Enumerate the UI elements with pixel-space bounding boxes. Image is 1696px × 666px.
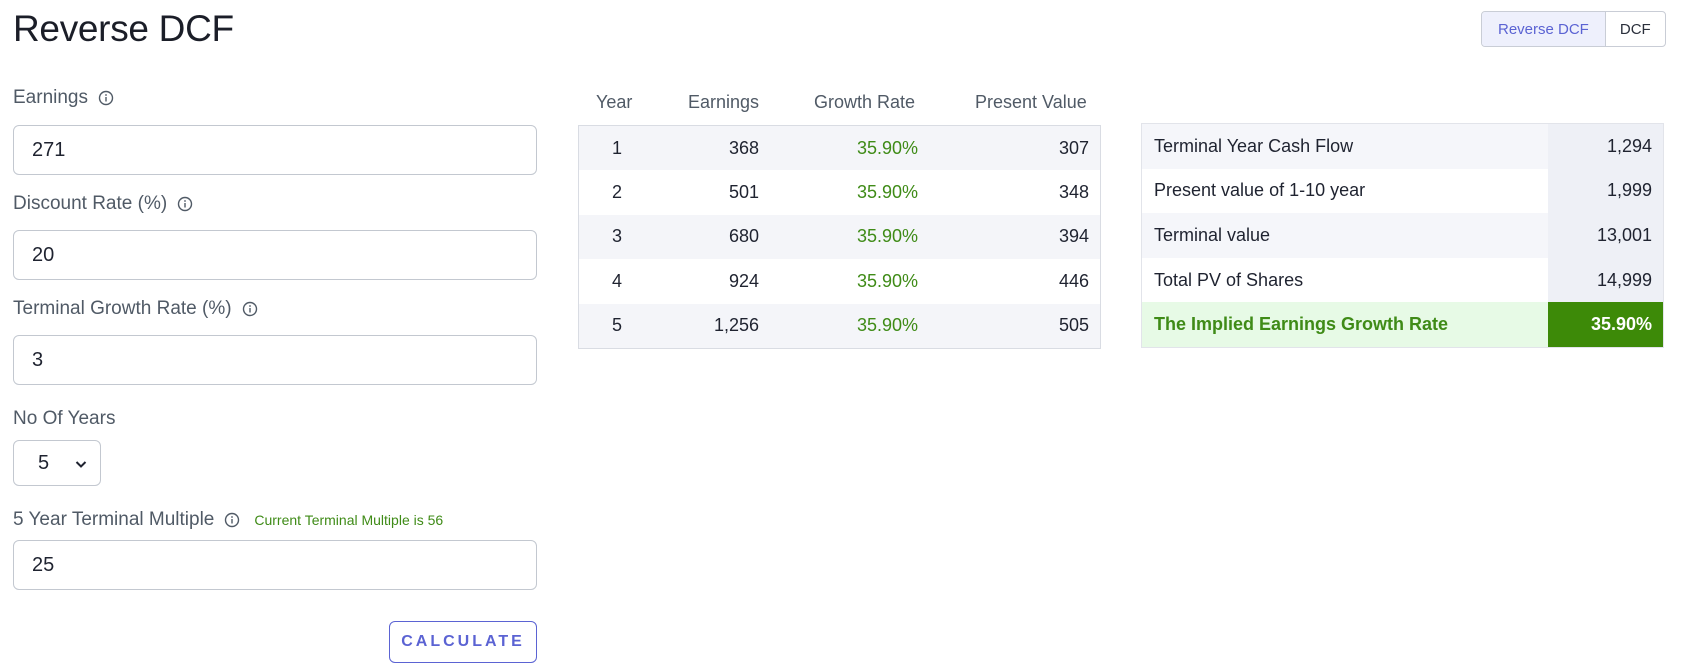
dcf-tab[interactable]: DCF — [1619, 20, 1651, 38]
terminal-growth-input[interactable] — [13, 335, 537, 385]
info-icon[interactable] — [242, 301, 258, 317]
table-row: 2 501 35.90% 348 — [579, 170, 1100, 215]
table-row: 5 1,256 35.90% 505 — [579, 303, 1100, 348]
present-value-cell: 348 — [1058, 182, 1089, 203]
terminal-growth-label-text: Terminal Growth Rate (%) — [13, 298, 232, 319]
year-cell: 2 — [611, 182, 622, 203]
page-title: Reverse DCF — [13, 8, 234, 49]
table-row: 1 368 35.90% 307 — [579, 126, 1100, 171]
earnings-cell: 501 — [728, 182, 759, 203]
summary-value: 1,294 — [1548, 124, 1663, 169]
summary-table: Terminal Year Cash Flow 1,294 Present va… — [1141, 123, 1664, 348]
calculate-button[interactable]: CALCULATE — [389, 621, 537, 663]
year-cell: 4 — [611, 270, 622, 291]
earnings-cell: 924 — [728, 270, 759, 291]
terminal-multiple-input[interactable] — [13, 540, 537, 590]
no-of-years-select[interactable]: 5 — [13, 440, 101, 486]
chevron-down-icon — [75, 461, 87, 468]
growth-cell: 35.90% — [856, 137, 918, 158]
present-value-cell: 394 — [1058, 226, 1089, 247]
growth-cell: 35.90% — [856, 182, 918, 203]
header-year: Year — [596, 92, 633, 112]
earnings-cell: 1,256 — [713, 315, 759, 336]
present-value-cell: 505 — [1058, 315, 1089, 336]
header-growth-rate: Growth Rate — [814, 92, 916, 112]
year-cell: 3 — [611, 226, 622, 247]
info-icon[interactable] — [224, 512, 240, 528]
earnings-cell: 680 — [728, 226, 759, 247]
header-present-value: Present Value — [975, 92, 1087, 112]
year-cell: 1 — [611, 137, 622, 158]
table-row: 3 680 35.90% 394 — [579, 214, 1100, 260]
no-of-years-label: No Of Years — [13, 408, 116, 429]
summary-row-total-pv: Total PV of Shares 14,999 — [1142, 257, 1663, 303]
projection-table: 1 368 35.90% 307 2 501 35.90% 348 3 680 … — [578, 125, 1101, 349]
summary-row-terminal-cash-flow: Terminal Year Cash Flow 1,294 — [1142, 124, 1663, 169]
summary-label: Present value of 1-10 year — [1142, 168, 1548, 214]
year-cell: 5 — [611, 315, 622, 336]
terminal-growth-label: Terminal Growth Rate (%) — [13, 298, 258, 320]
earnings-cell: 368 — [728, 137, 759, 158]
mode-toggle: Reverse DCF DCF — [1481, 11, 1666, 47]
terminal-multiple-note: Current Terminal Multiple is 56 — [254, 512, 444, 528]
terminal-multiple-label: 5 Year Terminal Multiple Current Termina… — [13, 509, 443, 531]
summary-label: Total PV of Shares — [1142, 257, 1548, 303]
no-of-years-value: 5 — [38, 451, 50, 474]
summary-value: 13,001 — [1548, 213, 1663, 258]
terminal-multiple-label-text: 5 Year Terminal Multiple — [13, 509, 215, 530]
earnings-input[interactable] — [13, 125, 537, 175]
summary-value: 1,999 — [1548, 168, 1663, 214]
discount-rate-label-text: Discount Rate (%) — [13, 193, 168, 214]
summary-row-terminal-value: Terminal value 13,001 — [1142, 213, 1663, 258]
header-earnings: Earnings — [688, 92, 760, 112]
info-icon[interactable] — [98, 90, 114, 106]
table-row: 4 924 35.90% 446 — [579, 259, 1100, 304]
implied-growth-value: 35.90% — [1548, 302, 1663, 347]
earnings-label-text: Earnings — [13, 87, 88, 108]
present-value-cell: 307 — [1058, 137, 1089, 158]
summary-row-implied-growth: The Implied Earnings Growth Rate 35.90% — [1142, 302, 1663, 347]
reverse-dcf-tab[interactable]: Reverse DCF — [1482, 12, 1606, 46]
earnings-label: Earnings — [13, 87, 114, 109]
summary-label: Terminal Year Cash Flow — [1142, 124, 1548, 169]
growth-cell: 35.90% — [856, 270, 918, 291]
summary-value: 14,999 — [1548, 257, 1663, 303]
implied-growth-label: The Implied Earnings Growth Rate — [1142, 302, 1548, 347]
growth-cell: 35.90% — [856, 315, 918, 336]
discount-rate-label: Discount Rate (%) — [13, 193, 193, 215]
present-value-cell: 446 — [1058, 270, 1089, 291]
growth-cell: 35.90% — [856, 226, 918, 247]
summary-label: Terminal value — [1142, 213, 1548, 258]
discount-rate-input[interactable] — [13, 230, 537, 280]
summary-row-present-value: Present value of 1-10 year 1,999 — [1142, 168, 1663, 214]
info-icon[interactable] — [177, 196, 193, 212]
